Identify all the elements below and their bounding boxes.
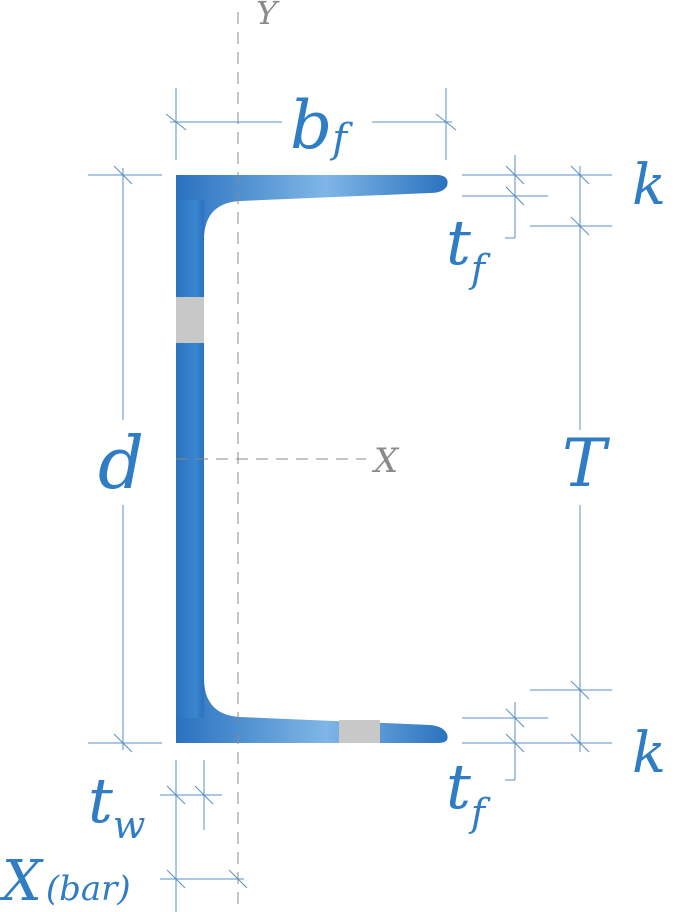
web-thickness-dimension bbox=[160, 760, 222, 912]
flange-width-label: bf bbox=[290, 87, 353, 164]
k-top-label: k bbox=[632, 153, 666, 218]
web-break-mark bbox=[176, 297, 204, 343]
tf-bottom-label: tf bbox=[446, 750, 491, 835]
bottom-right-dimensions bbox=[462, 505, 612, 781]
xbar-label: X (bar) bbox=[0, 849, 131, 912]
T-label: T bbox=[562, 425, 611, 502]
flange-width-dimension bbox=[165, 88, 457, 160]
x-axis-label: X bbox=[371, 441, 400, 481]
y-axis-label: Y bbox=[256, 0, 280, 32]
depth-label: d bbox=[98, 421, 144, 505]
flange-break-mark bbox=[339, 720, 380, 743]
depth-dimension bbox=[88, 165, 162, 753]
tf-top-label: tf bbox=[446, 206, 491, 291]
top-right-dimensions bbox=[462, 155, 612, 430]
k-bottom-label: k bbox=[632, 721, 666, 786]
xbar-dimension bbox=[160, 869, 248, 889]
tw-label: tw bbox=[88, 764, 145, 847]
